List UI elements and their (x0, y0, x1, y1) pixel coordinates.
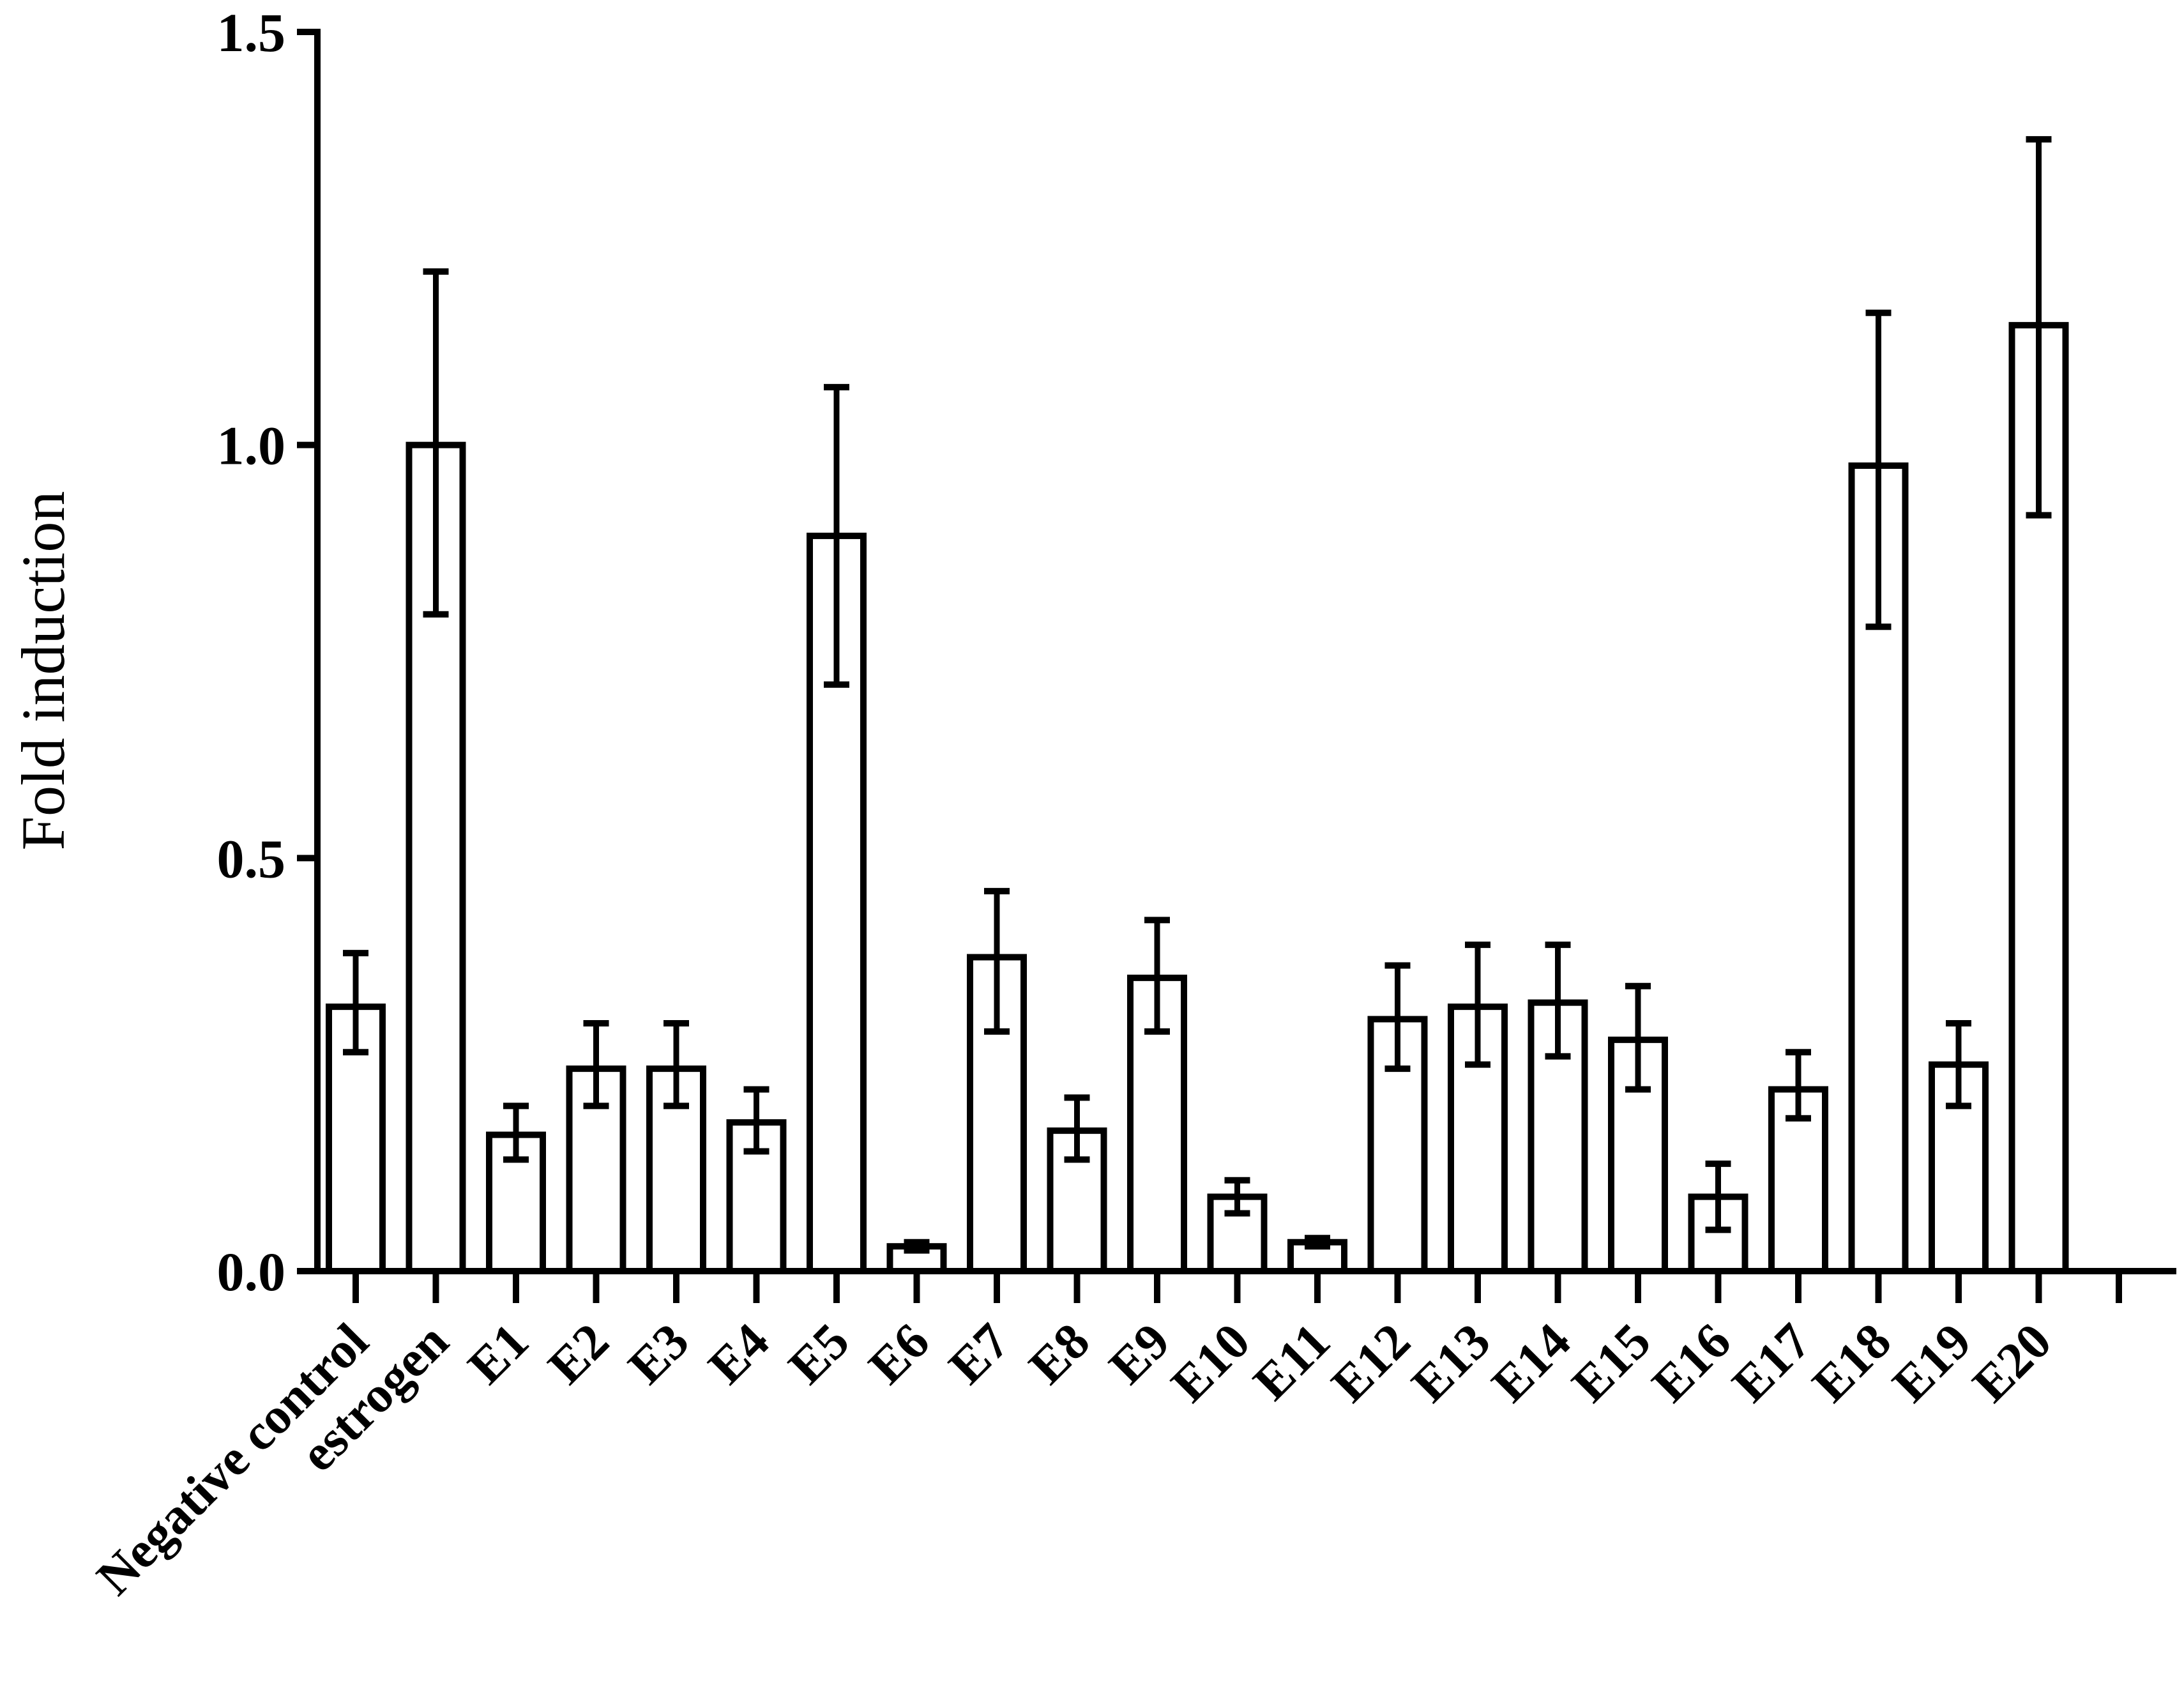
x-category-label: E9 (1098, 1313, 1180, 1395)
x-category-label: E20 (1962, 1313, 2063, 1414)
y-tick-label: 0.0 (217, 1241, 286, 1302)
x-axis-labels: Negative controlestrogenE1E2E3E4E5E6E7E8… (86, 1313, 2062, 1606)
y-axis-ticks: 0.0 0.5 1.0 1.5 (217, 2, 317, 1302)
y-axis-title: Fold induction (9, 491, 77, 851)
x-category-label: E10 (1161, 1313, 1261, 1414)
x-category-label: E19 (1882, 1313, 1982, 1414)
x-category-label: E18 (1802, 1313, 1902, 1414)
x-category-label: E14 (1482, 1313, 1582, 1414)
x-category-label: E11 (1243, 1313, 1340, 1411)
bars (326, 322, 2069, 1275)
y-axis-title-group: Fold induction (9, 491, 77, 851)
x-category-label: E5 (778, 1313, 860, 1395)
x-category-label: E7 (938, 1313, 1020, 1395)
x-category-label: E13 (1401, 1313, 1501, 1414)
y-tick-label: 1.5 (217, 2, 286, 63)
x-category-label: E8 (1019, 1313, 1100, 1395)
x-category-label: E17 (1722, 1313, 1822, 1414)
x-category-label: E16 (1642, 1313, 1742, 1414)
x-category-label: E2 (538, 1313, 619, 1395)
x-category-label: E12 (1321, 1313, 1422, 1414)
x-category-label: E6 (858, 1313, 940, 1395)
y-tick-label: 0.5 (217, 828, 286, 889)
error-bars (343, 136, 2052, 1254)
x-category-label: E15 (1561, 1313, 1662, 1414)
x-category-label: E3 (618, 1313, 699, 1395)
y-tick-label: 1.0 (217, 415, 286, 477)
x-category-label: E4 (698, 1313, 780, 1395)
x-category-label: E1 (457, 1313, 539, 1395)
